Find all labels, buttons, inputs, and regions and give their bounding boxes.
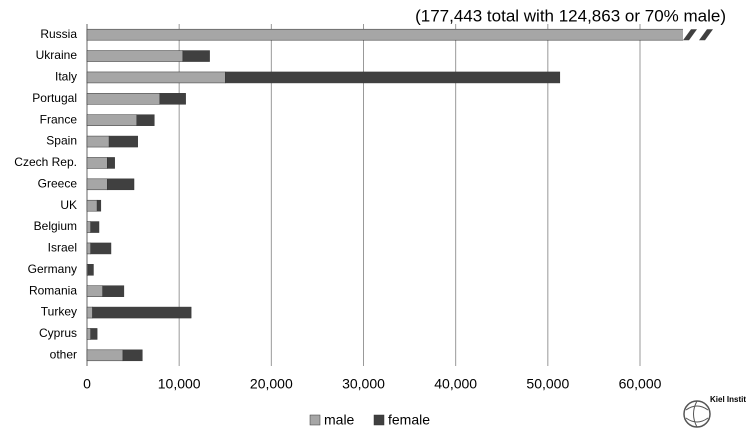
y-tick-label: Cyprus (39, 326, 77, 340)
y-tick-label: Italy (55, 70, 77, 84)
legend-swatch (309, 414, 321, 426)
legend-label: female (388, 412, 430, 428)
x-tick-label: 20,000 (250, 376, 293, 392)
x-tick-label: 10,000 (158, 376, 201, 392)
bar (86, 199, 98, 212)
y-tick-label: Portugal (32, 91, 77, 105)
annotation: (177,443 total with 124,863 or 70% male) (415, 6, 726, 25)
y-tick-label: Czech Rep. (14, 155, 77, 169)
x-tick-label: 60,000 (619, 376, 662, 392)
bar (86, 242, 91, 255)
bar (182, 50, 210, 62)
legend-swatch (373, 414, 385, 426)
x-tick-label: 0 (83, 376, 91, 392)
y-tick-label: Spain (46, 134, 77, 148)
bar (136, 114, 155, 126)
bar (90, 221, 100, 233)
bar (87, 264, 94, 276)
bar (86, 349, 124, 362)
bar (92, 306, 192, 319)
bar (107, 178, 135, 191)
bar (90, 328, 98, 340)
bar (86, 28, 683, 41)
bar (108, 135, 138, 148)
y-tick-label: UK (60, 198, 77, 212)
bar (96, 199, 102, 212)
bar (86, 285, 103, 297)
bar (159, 93, 186, 105)
bar (86, 178, 108, 191)
y-tick-label: France (40, 112, 78, 126)
y-tick-label: Ukraine (36, 48, 78, 62)
x-tick-label: 50,000 (526, 376, 569, 392)
bar (122, 349, 143, 362)
logo: Kiel Instit (683, 395, 746, 428)
bar-break (683, 29, 697, 41)
bar (86, 50, 184, 62)
bars (86, 28, 683, 362)
x-tick-label: 40,000 (434, 376, 477, 392)
bar (102, 285, 125, 297)
bar (225, 71, 561, 84)
y-tick-label: Israel (48, 241, 77, 255)
y-tick-label: Germany (28, 262, 77, 276)
bar-break (699, 29, 713, 41)
bar (86, 221, 91, 233)
y-tick-label: Greece (38, 176, 78, 190)
y-tick-label: other (50, 347, 77, 361)
bar (86, 157, 108, 169)
bar (86, 114, 138, 126)
bar (90, 242, 112, 255)
bar (86, 71, 226, 84)
legend-label: male (324, 412, 355, 428)
y-tick-label: Belgium (34, 219, 77, 233)
y-tick-label: Russia (40, 27, 77, 41)
y-tick-label: Romania (29, 283, 77, 297)
bar (86, 328, 91, 340)
bar (86, 135, 110, 148)
bar (86, 306, 93, 319)
logo-text: Kiel Instit (710, 395, 746, 404)
bar (86, 93, 161, 105)
bar (107, 157, 115, 169)
y-tick-label: Turkey (41, 305, 77, 319)
x-tick-label: 30,000 (342, 376, 385, 392)
